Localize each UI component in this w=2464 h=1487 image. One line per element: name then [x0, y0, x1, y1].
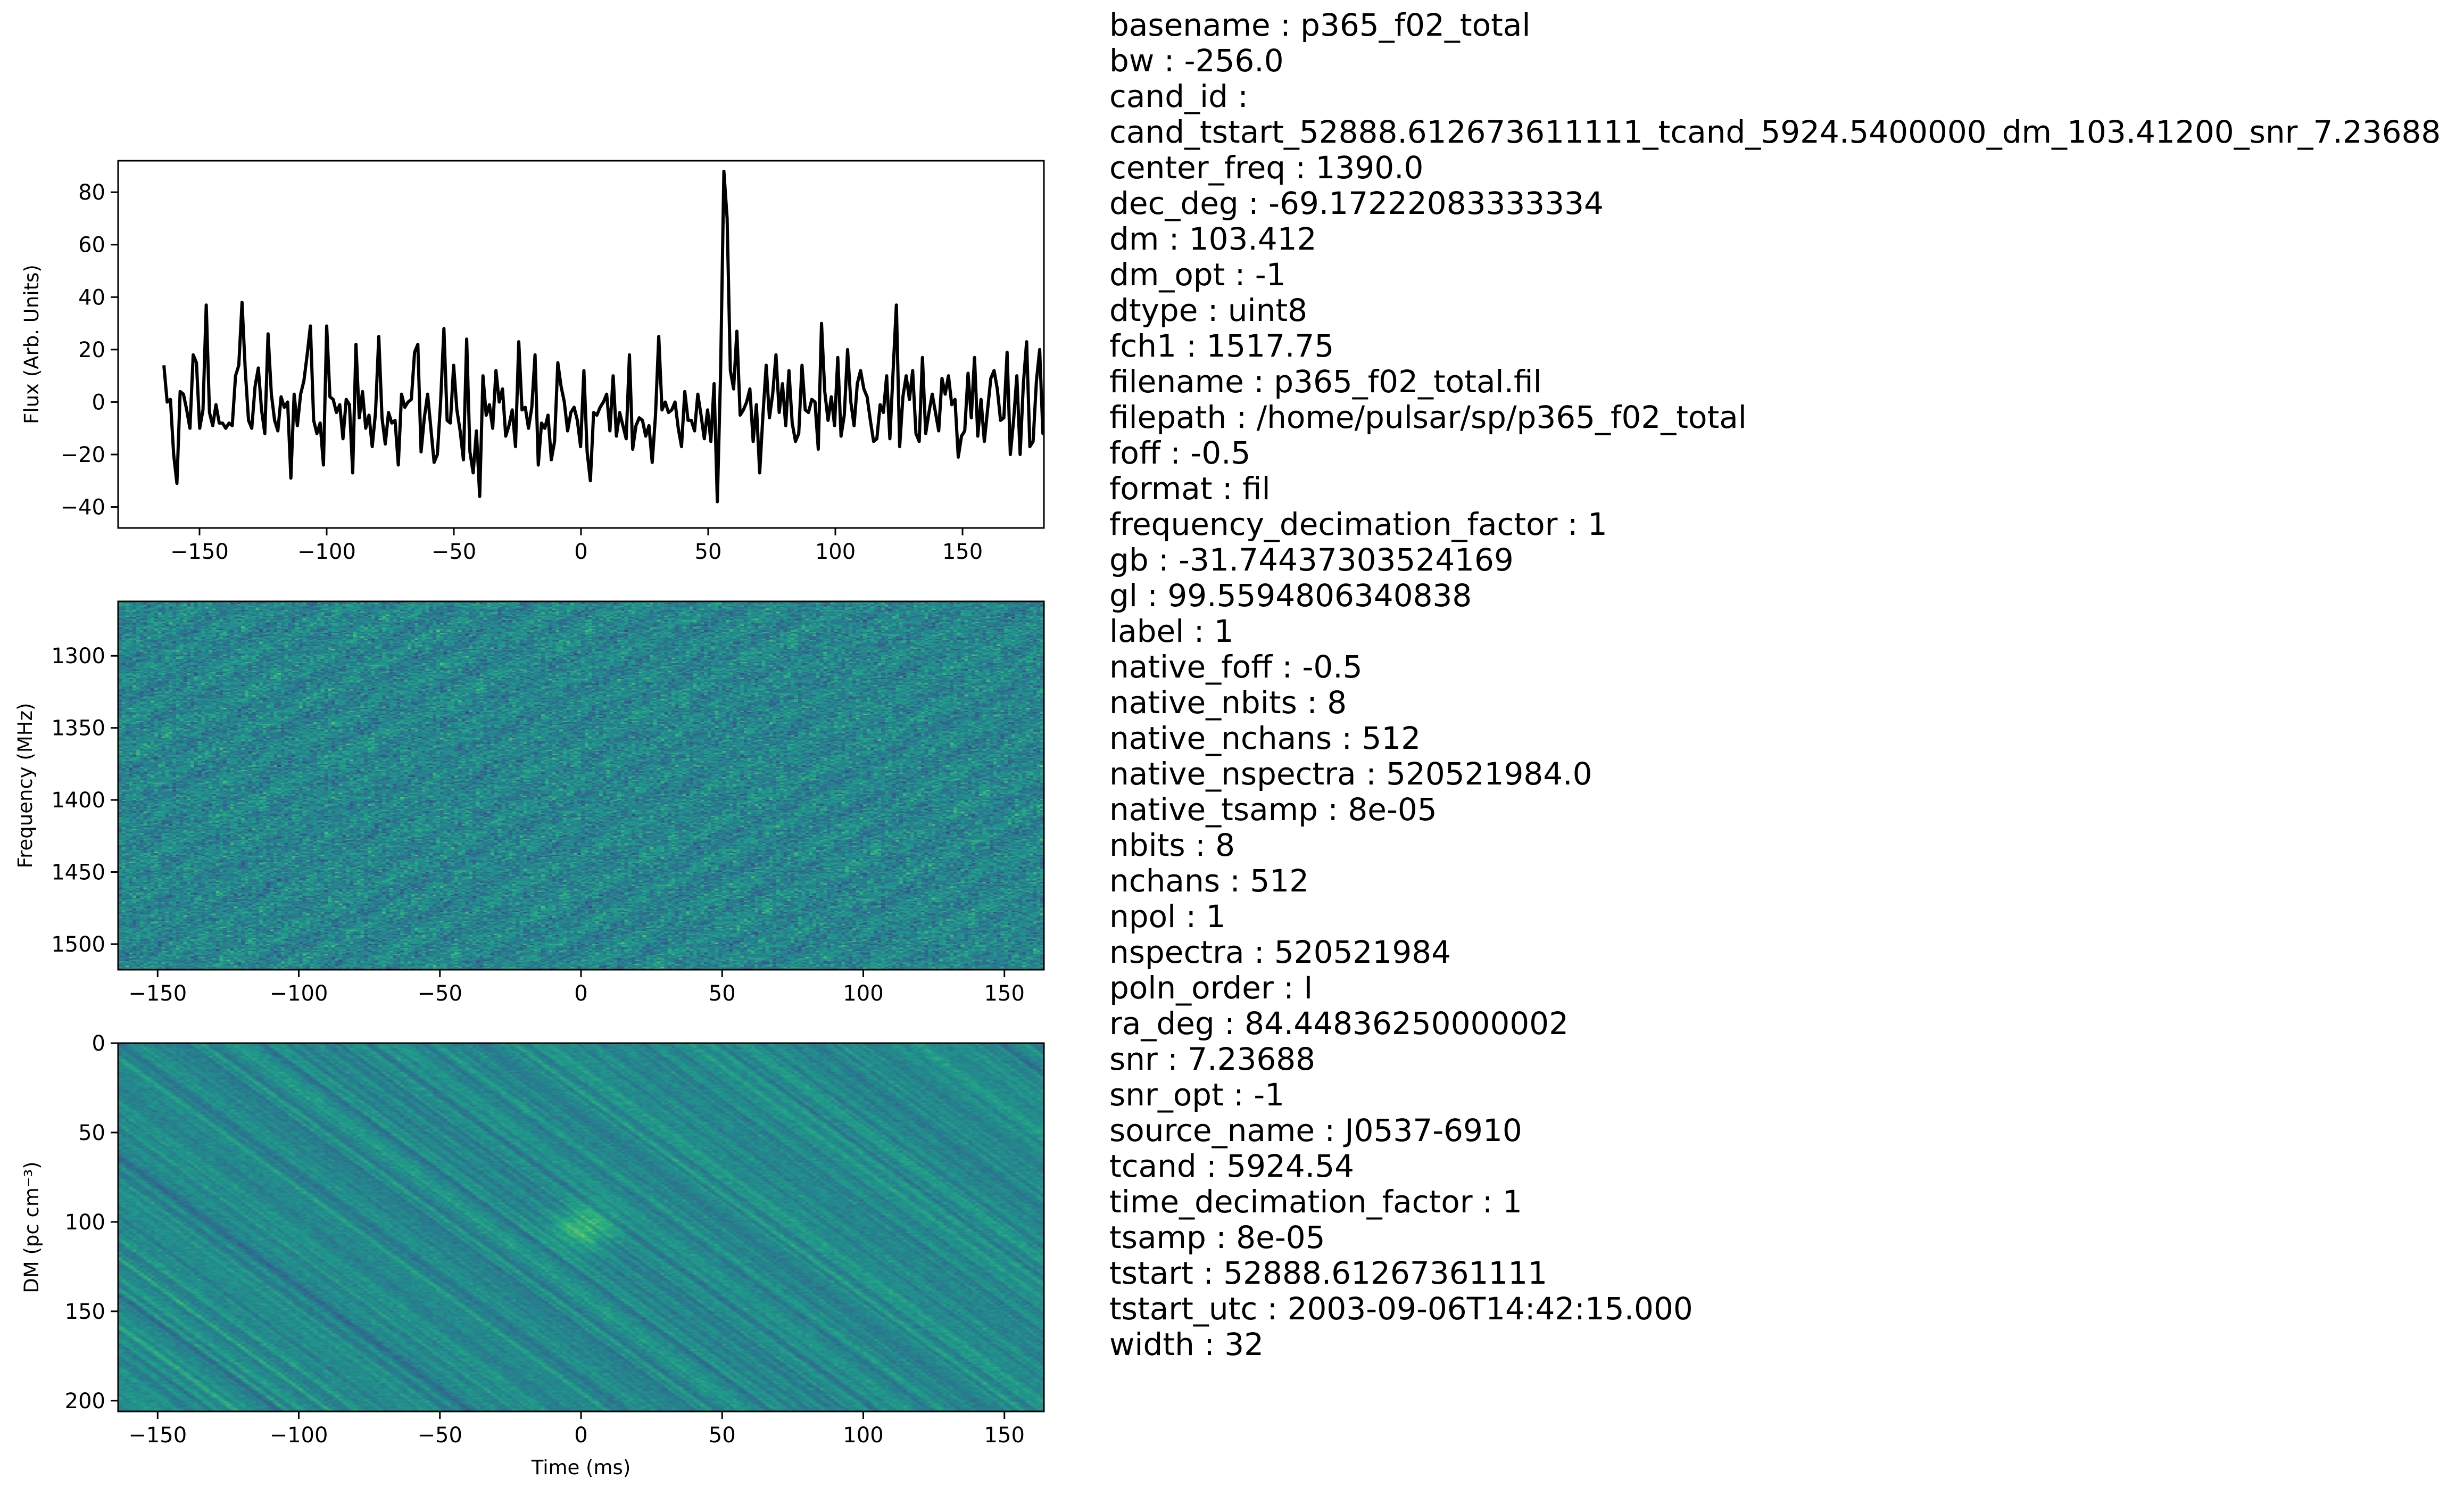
x-tick-label: −150 [128, 1423, 187, 1448]
metadata-line: native_nspectra : 520521984.0 [1109, 756, 1592, 792]
metadata-line: npol : 1 [1109, 898, 1226, 935]
dm-time-panel: −150 −100 −50 0 50 100 150 0 50 100 150 200 DM (pc … [20, 1031, 1045, 1479]
metadata-line: tsamp : 8e-05 [1109, 1219, 1325, 1255]
y-tick-label: 20 [78, 338, 105, 362]
metadata-line: native_foff : -0.5 [1109, 649, 1363, 685]
x-tick-label: 100 [843, 1423, 883, 1448]
y-tick-label: 60 [78, 233, 105, 258]
flux-ylabel: Flux (Arb. Units) [20, 265, 43, 424]
metadata-line: snr : 7.23688 [1109, 1041, 1316, 1077]
dm-ylabel: DM (pc cm⁻³) [20, 1161, 43, 1293]
metadata-line: tcand : 5924.54 [1109, 1148, 1355, 1184]
metadata-line: nbits : 8 [1109, 827, 1235, 863]
metadata-line: dm_opt : -1 [1109, 257, 1286, 293]
x-tick-label: 50 [695, 540, 722, 564]
metadata-line: nspectra : 520521984 [1109, 934, 1451, 970]
x-tick-label: 150 [984, 981, 1025, 1006]
metadata-line: poln_order : I [1109, 970, 1313, 1006]
dm-axes-frame [117, 1042, 1045, 1412]
dm-time-heatmap [118, 1043, 1044, 1411]
metadata-line: fch1 : 1517.75 [1109, 328, 1334, 364]
metadata-line: gl : 99.5594806340838 [1109, 577, 1472, 614]
metadata-line: native_nbits : 8 [1109, 684, 1347, 721]
y-tick-label: 0 [92, 1031, 105, 1056]
y-tick-label: 1300 [51, 644, 105, 668]
x-tick-label: 50 [709, 981, 736, 1006]
x-tick-label: 150 [942, 540, 983, 564]
x-tick-label: −50 [418, 1423, 462, 1448]
y-tick-label: 150 [65, 1300, 105, 1324]
metadata-line: width : 32 [1109, 1326, 1264, 1362]
metadata-line: time_decimation_factor : 1 [1109, 1184, 1522, 1220]
x-tick-label: −150 [170, 540, 229, 564]
x-tick-label: 150 [984, 1423, 1025, 1448]
metadata-line: cand_id : [1109, 78, 1248, 114]
y-tick-label: 1350 [51, 716, 105, 741]
y-tick-label: 1500 [51, 932, 105, 957]
metadata-line: nchans : 512 [1109, 863, 1309, 899]
x-tick-label: 0 [574, 981, 587, 1006]
y-tick-label: 1450 [51, 861, 105, 885]
x-tick-label: −50 [432, 540, 476, 564]
frequency-ylabel: Frequency (MHz) [14, 703, 37, 869]
metadata-line: basename : p365_f02_total [1109, 7, 1531, 43]
x-tick-label: −150 [128, 981, 187, 1006]
metadata-line: bw : -256.0 [1109, 43, 1284, 79]
y-tick-label: −40 [61, 495, 105, 520]
flux-series-line [162, 169, 1044, 503]
y-tick-label: 1400 [51, 788, 105, 813]
x-tick-label: 0 [574, 1423, 587, 1448]
metadata-line: dec_deg : -69.17222083333334 [1109, 185, 1604, 221]
metadata-line: snr_opt : -1 [1109, 1077, 1285, 1113]
x-tick-label: 0 [574, 540, 587, 564]
flux-axes-frame [117, 160, 1045, 529]
y-tick-label: 100 [65, 1210, 105, 1235]
metadata-line: gb : -31.74437303524169 [1109, 542, 1514, 578]
metadata-line: dtype : uint8 [1109, 292, 1308, 328]
metadata-line: filename : p365_f02_total.fil [1109, 364, 1542, 400]
y-tick-label: 50 [78, 1121, 105, 1145]
metadata-line: filepath : /home/pulsar/sp/p365_f02_tota… [1109, 399, 1747, 435]
metadata-line: label : 1 [1109, 613, 1234, 649]
x-tick-label: 100 [843, 981, 883, 1006]
y-tick-label: 80 [78, 180, 105, 205]
x-tick-label: 100 [815, 540, 856, 564]
metadata-line: cand_tstart_52888.612673611111_tcand_592… [1109, 114, 2441, 150]
metadata-line: source_name : J0537-6910 [1109, 1112, 1522, 1149]
candidate-metadata-list: basename : p365_f02_total bw : -256.0 cand… [1109, 7, 2455, 1362]
y-tick-label: −20 [61, 443, 105, 467]
frequency-time-panel: −150 −100 −50 0 50 100 150 1300 1350 1400 1450 1500… [14, 600, 1045, 1006]
frequency-axes-frame [117, 600, 1045, 971]
metadata-line: frequency_decimation_factor : 1 [1109, 506, 1607, 542]
metadata-line: tstart_utc : 2003-09-06T14:42:15.000 [1109, 1291, 1693, 1327]
y-tick-label: 0 [92, 390, 105, 415]
x-tick-label: −100 [297, 540, 356, 564]
y-tick-label: 200 [65, 1389, 105, 1414]
metadata-line: tstart : 52888.61267361111 [1109, 1255, 1548, 1291]
candidate-figure: −150 −100 −50 0 50 100 150 −40 −20 0 20 40 60 80 Flux… [14, 160, 1045, 1479]
frequency-time-heatmap [118, 601, 1044, 970]
metadata-line: foff : -0.5 [1109, 435, 1251, 471]
x-tick-label: −100 [270, 1423, 328, 1448]
x-tick-label: 50 [709, 1423, 736, 1448]
y-tick-label: 40 [78, 285, 105, 310]
metadata-line: dm : 103.412 [1109, 221, 1317, 257]
metadata-line: ra_deg : 84.44836250000002 [1109, 1005, 1569, 1042]
metadata-line: native_tsamp : 8e-05 [1109, 791, 1437, 828]
metadata-line: native_nchans : 512 [1109, 720, 1421, 756]
flux-timeseries-panel: −150 −100 −50 0 50 100 150 −40 −20 0 20 40 60 80 Flux… [20, 160, 1045, 564]
time-xlabel: Time (ms) [531, 1456, 631, 1479]
metadata-line: center_freq : 1390.0 [1109, 150, 1424, 186]
metadata-line: format : fil [1109, 470, 1271, 507]
x-tick-label: −50 [418, 981, 462, 1006]
x-tick-label: −100 [270, 981, 328, 1006]
